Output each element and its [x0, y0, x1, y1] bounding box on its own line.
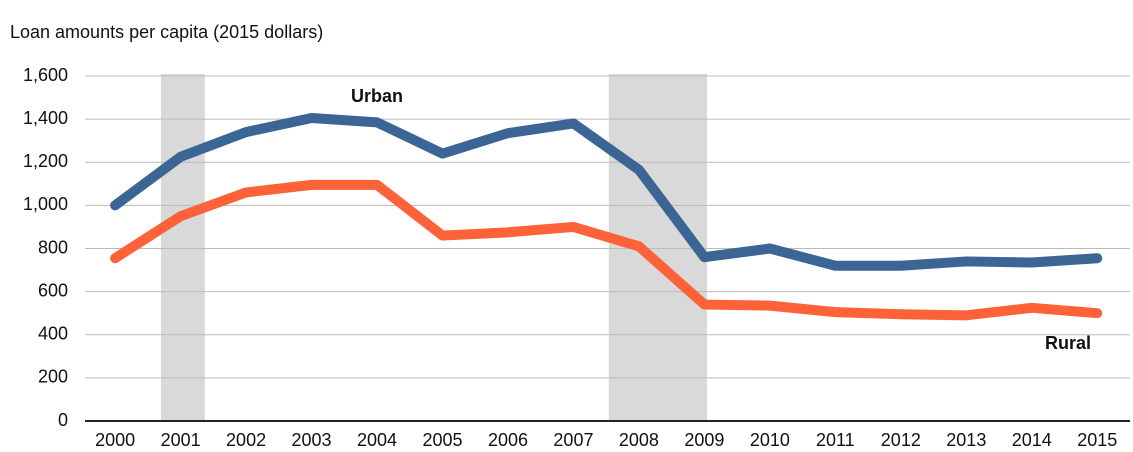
y-tick-label: 200 — [38, 367, 68, 387]
shaded-region — [160, 74, 205, 421]
y-tick-label: 800 — [38, 237, 68, 257]
y-tick-label: 1,600 — [23, 65, 68, 85]
x-tick-label: 2010 — [750, 430, 790, 450]
y-tick-label: 1,400 — [23, 108, 68, 128]
shaded-region — [608, 74, 708, 421]
x-tick-label: 2008 — [619, 430, 659, 450]
y-tick-label: 0 — [58, 410, 68, 430]
y-tick-label: 1,200 — [23, 151, 68, 171]
y-tick-label: 600 — [38, 280, 68, 300]
x-tick-label: 2000 — [95, 430, 135, 450]
x-tick-label: 2005 — [422, 430, 462, 450]
x-tick-label: 2011 — [816, 430, 855, 450]
x-tick-label: 2012 — [881, 430, 921, 450]
x-tick-label: 2015 — [1077, 430, 1117, 450]
series-line — [110, 179, 1103, 321]
x-tick-label: 2009 — [684, 430, 724, 450]
x-tick-label: 2014 — [1012, 430, 1052, 450]
series-label: Urban — [351, 86, 403, 106]
x-tick-label: 2007 — [553, 430, 593, 450]
x-tick-label: 2013 — [946, 430, 986, 450]
x-tick-label: 2004 — [357, 430, 397, 450]
x-tick-label: 2006 — [488, 430, 528, 450]
x-tick-label: 2003 — [292, 430, 332, 450]
y-tick-label: 1,000 — [23, 194, 68, 214]
series-label: Rural — [1045, 333, 1091, 353]
x-tick-label: 2001 — [161, 430, 201, 450]
y-axis-title: Loan amounts per capita (2015 dollars) — [10, 22, 323, 42]
y-tick-label: 400 — [38, 324, 68, 344]
x-tick-label: 2002 — [226, 430, 266, 450]
series-line — [110, 113, 1103, 271]
